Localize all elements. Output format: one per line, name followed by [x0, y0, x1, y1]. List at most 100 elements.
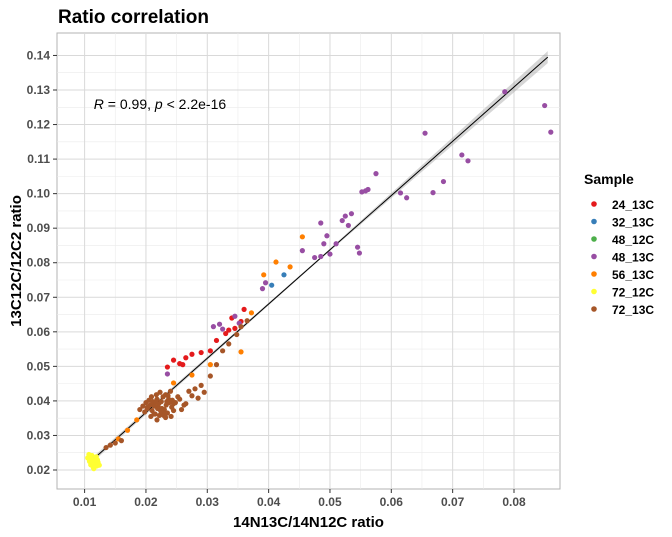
- point-24_13C: [207, 348, 213, 354]
- point-48_13C: [465, 158, 471, 164]
- point-72_12C: [96, 462, 102, 468]
- point-72_13C: [220, 348, 226, 354]
- point-72_13C: [151, 403, 158, 409]
- grid-lines: [57, 33, 560, 489]
- point-56_13C: [261, 272, 267, 278]
- point-24_13C: [232, 325, 238, 331]
- plot-panel: [56, 32, 561, 490]
- point-48_13C: [373, 171, 379, 177]
- point-48_13C: [440, 178, 447, 185]
- y-tick-label: 0.11: [27, 152, 50, 166]
- point-56_13C: [124, 427, 131, 433]
- point-72_13C: [226, 341, 232, 347]
- point-24_13C: [189, 351, 195, 357]
- point-72_13C: [151, 411, 157, 417]
- point-48_13C: [502, 89, 508, 95]
- x-tick-label: 0.03: [196, 495, 220, 509]
- x-tick-label: 0.02: [134, 495, 158, 509]
- point-72_13C: [165, 393, 171, 399]
- point-48_13C: [220, 326, 226, 332]
- point-72_13C: [137, 406, 143, 413]
- axis-ticks: 0.01 0.02 0.03 0.04 0.05 0.06 0.07 0.08 0.02 0.03…: [27, 48, 526, 509]
- y-tick-label: 0.05: [27, 359, 51, 373]
- point-48_13C: [262, 280, 269, 286]
- point-72_13C: [157, 389, 163, 395]
- point-48_13C: [548, 129, 554, 135]
- point-72_13C: [207, 373, 213, 379]
- y-tick-label: 0.03: [27, 428, 51, 442]
- x-tick-label: 0.06: [380, 495, 404, 509]
- point-48_13C: [404, 195, 410, 201]
- r-value: = 0.99,: [104, 96, 155, 112]
- point-48_13C: [164, 371, 171, 377]
- point-56_13C: [207, 362, 213, 368]
- point-72_13C: [198, 382, 204, 388]
- legend-swatch-32_13C: [591, 218, 597, 225]
- point-72_13C: [167, 388, 174, 394]
- y-tick-label: 0.07: [27, 290, 51, 304]
- y-axis-title: 13C12C/12C2 ratio: [8, 195, 25, 327]
- point-72_13C: [177, 396, 183, 402]
- point-72_13C: [118, 438, 125, 444]
- point-24_13C: [180, 362, 186, 368]
- p-value: < 2.2e-16: [163, 96, 227, 112]
- point-24_13C: [223, 330, 229, 337]
- x-tick-label: 0.07: [441, 495, 465, 509]
- point-48_13C: [342, 213, 348, 219]
- point-72_13C: [158, 408, 164, 414]
- y-tick-label: 0.09: [27, 221, 51, 235]
- legend-swatch-48_13C: [591, 253, 597, 260]
- y-tick-label: 0.08: [27, 256, 51, 270]
- point-48_13C: [345, 222, 351, 229]
- point-56_13C: [134, 417, 140, 423]
- y-tick-label: 0.06: [27, 325, 51, 339]
- point-48_13C: [459, 152, 465, 158]
- point-48_13C: [542, 102, 548, 109]
- point-72_13C: [103, 444, 109, 451]
- point-56_13C: [248, 310, 255, 316]
- data-points: [85, 89, 554, 472]
- point-56_13C: [189, 372, 195, 378]
- chart-title: Ratio correlation: [58, 7, 209, 28]
- point-24_13C: [198, 349, 204, 356]
- point-72_13C: [145, 404, 151, 410]
- point-48_13C: [210, 324, 217, 330]
- x-tick-label: 0.04: [257, 495, 281, 509]
- legend-label-56_13C: 56_13C: [612, 268, 654, 282]
- point-72_13C: [234, 331, 240, 338]
- point-48_13C: [365, 186, 371, 193]
- point-24_13C: [213, 337, 220, 344]
- point-72_13C: [238, 324, 244, 330]
- legend-swatch-24_13C: [591, 201, 597, 207]
- point-24_13C: [226, 327, 232, 333]
- point-48_13C: [348, 211, 355, 217]
- point-72_13C: [164, 399, 170, 405]
- point-72_13C: [153, 399, 159, 405]
- point-72_12C: [86, 451, 92, 458]
- x-axis-title: 14N13C/14N12C ratio: [233, 514, 384, 531]
- point-72_13C: [201, 389, 207, 395]
- point-24_13C: [241, 306, 247, 312]
- point-48_13C: [422, 130, 428, 136]
- point-72_13C: [140, 403, 146, 409]
- legend-label-24_13C: 24_13C: [612, 198, 654, 212]
- point-72_13C: [195, 395, 201, 401]
- point-48_13C: [259, 286, 266, 292]
- r-symbol: R: [94, 96, 104, 112]
- point-72_13C: [170, 401, 177, 407]
- point-72_13C: [148, 394, 155, 400]
- point-72_13C: [162, 414, 169, 421]
- y-tick-label: 0.10: [27, 187, 51, 201]
- point-48_13C: [356, 250, 363, 256]
- point-48_13C: [324, 233, 330, 239]
- point-72_13C: [181, 402, 187, 408]
- y-tick-label: 0.13: [27, 83, 51, 97]
- point-72_13C: [107, 442, 113, 448]
- legend-label-48_12C: 48_12C: [612, 233, 654, 247]
- point-48_13C: [312, 254, 318, 261]
- point-56_13C: [299, 234, 305, 240]
- x-tick-label: 0.01: [73, 495, 97, 509]
- point-48_13C: [318, 253, 324, 260]
- point-32_13C: [269, 282, 275, 288]
